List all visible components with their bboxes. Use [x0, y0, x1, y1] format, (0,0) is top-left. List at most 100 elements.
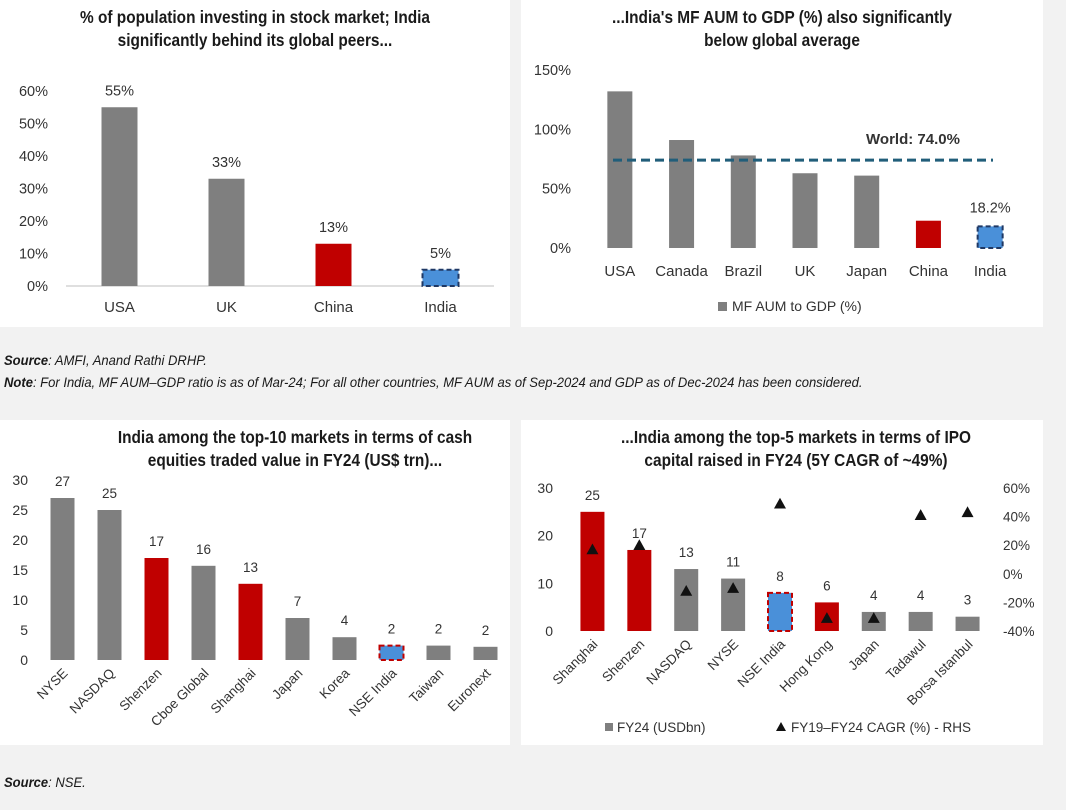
- y-tick-label: 150%: [534, 63, 571, 79]
- data-label: 8: [776, 569, 784, 584]
- bar: [208, 178, 245, 286]
- data-label: 18.2%: [970, 200, 1011, 216]
- x-tick-label: UK: [795, 263, 816, 280]
- data-label: 2: [435, 622, 443, 637]
- y-tick-label: 10%: [19, 247, 48, 263]
- x-tick-label: Shenzen: [599, 637, 647, 685]
- bar: [238, 583, 263, 660]
- data-label: 16: [196, 542, 211, 557]
- y2-tick-label: -40%: [1003, 624, 1035, 639]
- x-tick-label: India: [424, 299, 457, 316]
- cagr-marker: [680, 584, 693, 596]
- chart-title-line2: equities traded value in FY24 (US$ trn).…: [147, 450, 443, 470]
- x-tick-label: Korea: [317, 665, 353, 701]
- y-tick-label: 30: [537, 480, 553, 496]
- y-tick-label: 0%: [27, 279, 48, 295]
- cagr-marker: [820, 612, 833, 623]
- cagr-marker: [727, 582, 740, 593]
- y-tick-label: 30%: [19, 182, 48, 198]
- chart-title: ...India among the top-5 markets in term…: [554, 426, 1038, 472]
- chart-panel-population-investing: % of population investing in stock marke…: [0, 0, 510, 327]
- source-label: Source: [4, 774, 49, 790]
- cagr-marker: [867, 612, 880, 623]
- y-tick-label: 20: [12, 532, 28, 548]
- legend-label: FY19–FY24 CAGR (%) - RHS: [791, 720, 971, 735]
- chart-title: % of population investing in stock marke…: [31, 6, 480, 52]
- data-label: 33%: [212, 155, 241, 171]
- data-label: 5%: [430, 246, 451, 262]
- chart-title: ...India's MF AUM to GDP (%) also signif…: [552, 6, 1011, 52]
- data-label: 13: [243, 560, 258, 575]
- chart-title-line2: below global average: [704, 30, 860, 50]
- x-tick-label: Shanghai: [208, 666, 259, 717]
- bar: [580, 511, 605, 631]
- y-tick-label: 50%: [19, 117, 48, 133]
- x-tick-label: India: [974, 263, 1007, 280]
- world-average-label: World: 74.0%: [866, 131, 960, 148]
- bar: [50, 498, 75, 660]
- y-tick-label: 0%: [550, 241, 571, 257]
- x-tick-label: Canada: [655, 263, 708, 280]
- y-tick-label: 25: [12, 502, 28, 518]
- chart-title-line1: % of population investing in stock marke…: [80, 7, 430, 27]
- y-tick-label: 0: [20, 652, 28, 668]
- x-tick-label: NYSE: [34, 666, 71, 703]
- bar: [792, 173, 818, 248]
- chart-title: India among the top-10 markets in terms …: [35, 426, 554, 472]
- data-label: 13: [679, 545, 694, 560]
- x-tick-label: USA: [104, 299, 135, 316]
- bar: [854, 175, 880, 248]
- cagr-marker: [961, 506, 974, 518]
- bar: [378, 644, 405, 662]
- source-text: : NSE.: [48, 774, 86, 790]
- bar: [191, 565, 216, 660]
- x-tick-label: Euronext: [445, 665, 494, 714]
- bar: [607, 91, 633, 248]
- note-text: : For India, MF AUM–GDP ratio is as of M…: [32, 374, 863, 390]
- legend-swatch-triangle: [776, 722, 786, 731]
- bar: [101, 107, 138, 286]
- y-tick-label: 15: [12, 562, 28, 578]
- x-tick-label: Tadawul: [883, 637, 929, 683]
- footnote: Note: For India, MF AUM–GDP ratio is as …: [4, 374, 863, 390]
- y-tick-label: 5: [20, 622, 28, 638]
- data-label: 4: [341, 613, 349, 628]
- bar: [421, 268, 460, 287]
- chart-panel-cash-equities: India among the top-10 markets in terms …: [0, 420, 510, 745]
- y-tick-label: 60%: [19, 84, 48, 100]
- data-label: 2: [388, 622, 396, 637]
- data-label: 3: [964, 593, 972, 608]
- y-tick-label: 0: [545, 623, 553, 639]
- x-tick-label: NYSE: [705, 637, 742, 674]
- bar: [674, 569, 699, 631]
- data-label: 6: [823, 578, 831, 593]
- bar: [144, 558, 169, 660]
- chart-title-line2: capital raised in FY24 (5Y CAGR of ~49%): [644, 450, 948, 470]
- chart-title-line1: ...India among the top-5 markets in term…: [621, 427, 971, 447]
- chart-panel-mf-aum-gdp: ...India's MF AUM to GDP (%) also signif…: [521, 0, 1043, 327]
- bar: [315, 243, 352, 286]
- legend-label: FY24 (USDbn): [617, 720, 706, 735]
- note-label: Note: [4, 374, 33, 390]
- chart-panel-ipo-capital: ...India among the top-5 markets in term…: [521, 420, 1043, 745]
- source-label: Source: [4, 352, 49, 368]
- x-tick-label: Japan: [269, 666, 306, 703]
- chart-title-line1: India among the top-10 markets in terms …: [117, 427, 473, 447]
- cagr-marker: [914, 509, 927, 520]
- y-tick-label: 20: [537, 528, 553, 544]
- y2-tick-label: 40%: [1003, 510, 1030, 525]
- bar: [767, 591, 793, 633]
- x-tick-label: Shenzen: [116, 666, 164, 714]
- data-label: 2: [482, 623, 490, 638]
- cagr-marker: [633, 539, 646, 550]
- bar: [627, 549, 652, 631]
- data-label: 27: [55, 474, 70, 489]
- source-text: : AMFI, Anand Rathi DRHP.: [48, 352, 207, 368]
- data-label: 25: [585, 488, 600, 503]
- bar: [426, 645, 451, 660]
- source-note-2: Source: NSE.: [4, 774, 86, 790]
- x-tick-label: NASDAQ: [643, 637, 694, 688]
- bar: [955, 616, 980, 631]
- x-tick-label: China: [909, 263, 949, 280]
